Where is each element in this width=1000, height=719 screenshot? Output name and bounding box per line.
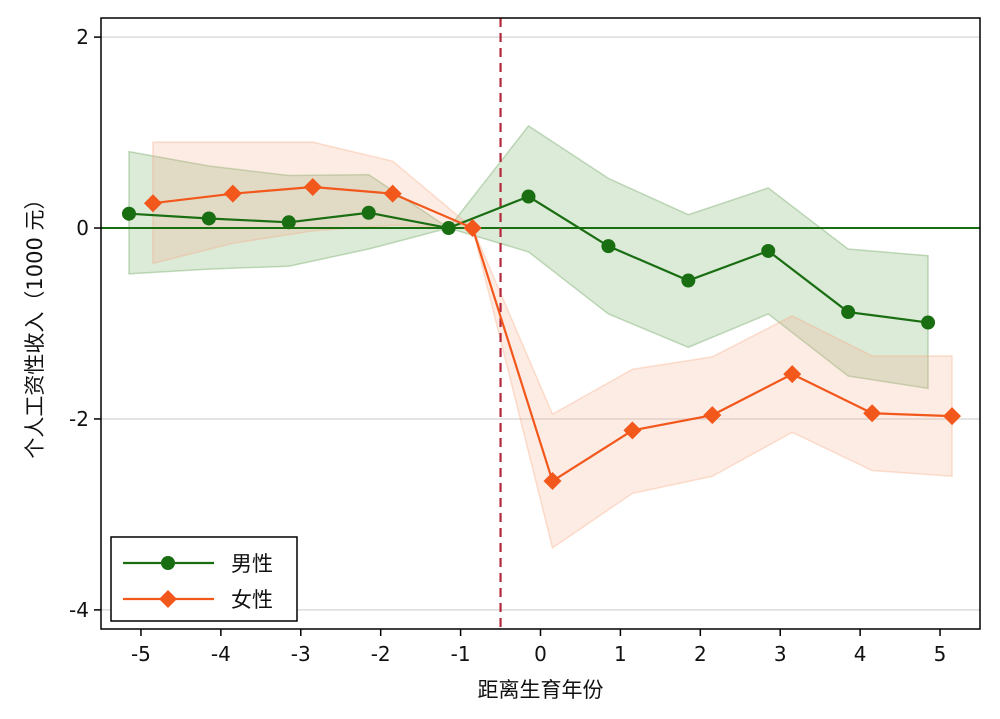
legend-label-1: 女性 — [231, 588, 273, 612]
x-tick-label-6: 1 — [614, 642, 627, 666]
point-0-4 — [441, 221, 456, 236]
point-0-3 — [361, 205, 376, 220]
legend-box — [110, 536, 298, 622]
point-1-7 — [703, 406, 722, 425]
point-0-8 — [761, 243, 776, 258]
y-axis-title: 个人工资性收入（1000 元） — [23, 188, 47, 458]
reference-lines — [101, 18, 980, 629]
x-tick-label-4: -1 — [451, 642, 471, 666]
point-0-5 — [521, 189, 536, 204]
point-0-10 — [921, 315, 936, 330]
x-tick-label-2: -3 — [291, 642, 311, 666]
point-0-6 — [601, 239, 616, 254]
point-0-2 — [281, 215, 296, 230]
point-1-5 — [543, 472, 562, 491]
point-1-3 — [383, 184, 402, 203]
point-0-7 — [681, 273, 696, 288]
x-tick-label-1: -4 — [211, 642, 231, 666]
ci-band-0 — [128, 124, 929, 390]
x-tick-label-5: 0 — [534, 642, 547, 666]
axes: -5 -4 -3 -2 -1 0 1 2 3 4 5 -4 -2 0 2 距离生育年份 个人工资性收入（1000… — [23, 17, 981, 702]
legend-label-0: 男性 — [231, 552, 273, 576]
x-axis-title: 距离生育年份 — [478, 678, 604, 702]
point-1-0 — [143, 194, 162, 213]
point-0-9 — [841, 305, 856, 320]
point-0-0 — [121, 206, 136, 221]
x-tick-label-3: -2 — [371, 642, 391, 666]
point-1-1 — [223, 184, 242, 203]
point-1-10 — [943, 407, 962, 426]
point-0-1 — [201, 211, 216, 226]
point-1-2 — [303, 177, 322, 196]
legend-marker-0 — [161, 556, 175, 570]
y-tick-label-1: -2 — [69, 407, 89, 431]
x-tick-label-9: 4 — [854, 642, 867, 666]
y-tick-label-0: -4 — [69, 598, 89, 622]
x-tick-label-7: 2 — [694, 642, 707, 666]
point-1-6 — [623, 421, 642, 440]
x-tick-label-10: 5 — [934, 642, 947, 666]
point-1-4 — [463, 219, 482, 238]
x-tick-label-0: -5 — [131, 642, 151, 666]
point-1-9 — [863, 404, 882, 423]
y-tick-label-2: 0 — [76, 216, 89, 240]
point-1-8 — [783, 365, 802, 384]
x-tick-label-8: 3 — [774, 642, 787, 666]
legend-marker-1 — [159, 590, 177, 608]
series-lines — [121, 177, 962, 491]
y-tick-label-3: 2 — [76, 25, 89, 49]
